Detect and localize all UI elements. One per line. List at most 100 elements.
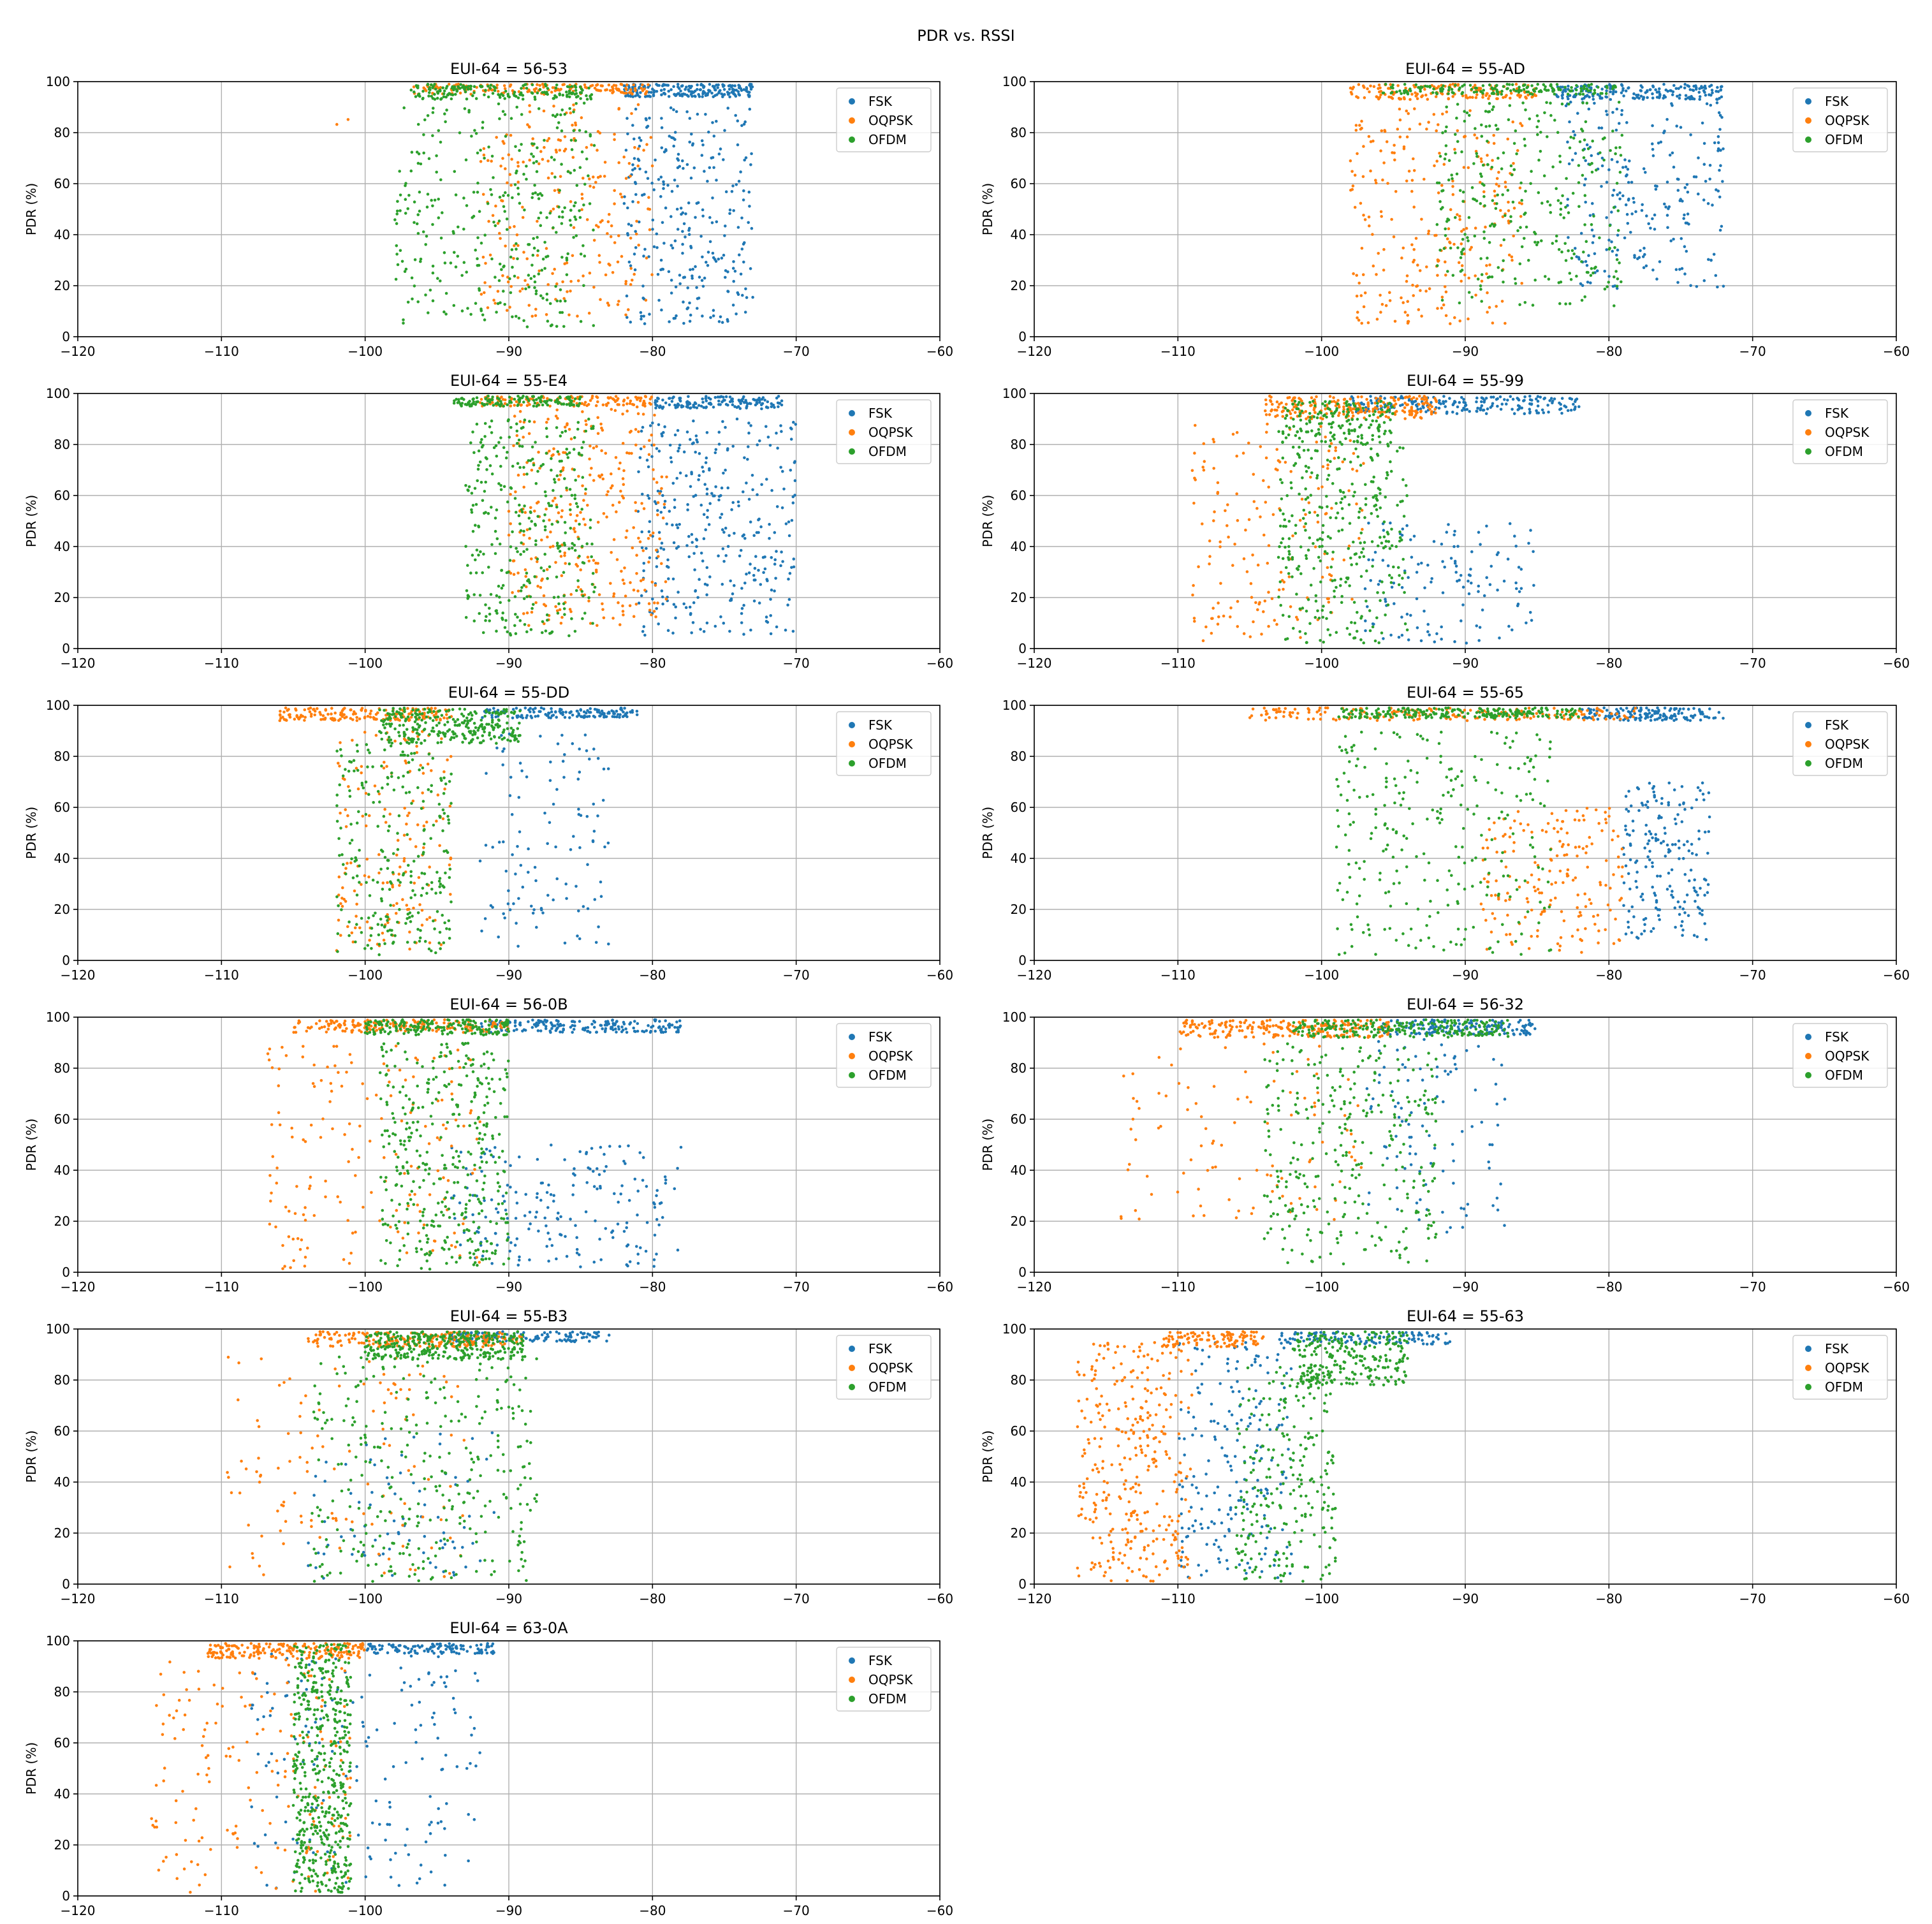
data-point [1480,135,1484,138]
data-point [483,490,487,493]
data-point [1477,590,1480,593]
data-point [699,503,703,507]
data-point [545,292,549,296]
data-point [406,300,410,304]
data-point [569,209,573,212]
data-point [625,91,628,95]
data-point [1440,89,1444,93]
data-point [584,429,588,433]
data-point [666,184,670,187]
data-point [1270,408,1273,411]
data-point [734,114,737,117]
x-tick-label: −110 [204,656,239,671]
data-point [490,431,494,434]
data-point [525,571,529,575]
y-tick-label: 40 [54,227,70,242]
data-point [684,88,687,91]
data-point [1488,263,1491,267]
data-point [587,174,590,178]
data-point [1618,170,1622,174]
data-point [1267,591,1270,594]
data-point [1315,395,1318,399]
data-point [666,84,670,87]
data-point [1222,614,1226,618]
data-point [691,541,694,544]
data-point [506,403,509,406]
data-point [1201,522,1204,525]
data-point [1530,170,1533,173]
data-point [410,151,414,154]
data-point [1351,467,1354,471]
data-point [674,616,677,620]
data-point [1480,160,1483,163]
data-point [431,271,435,275]
data-point [660,487,663,490]
data-point [439,279,442,283]
data-point [770,556,773,559]
data-point [632,526,635,529]
data-point [728,208,732,212]
data-point [534,289,538,293]
data-point [1708,163,1712,167]
data-point [1627,197,1630,201]
data-point [431,97,435,100]
data-point [507,510,511,513]
data-point [598,131,602,135]
data-point [402,321,405,325]
data-point [1438,248,1442,252]
data-point [1525,86,1528,89]
data-point [635,554,638,557]
data-point [487,95,490,99]
data-point [580,91,583,94]
data-point [657,298,661,302]
data-point [555,575,559,579]
data-point [1481,409,1485,412]
data-point [499,165,502,168]
data-point [637,159,641,162]
data-point [492,404,495,407]
data-point [1624,203,1628,207]
data-point [706,509,709,512]
data-point [1405,274,1409,277]
data-point [1520,282,1523,285]
data-point [1434,95,1438,98]
data-point [1516,404,1520,408]
data-point [1402,147,1406,151]
data-point [1262,533,1266,537]
data-point [765,478,768,481]
data-point [1358,404,1361,407]
data-point [1537,158,1540,162]
data-point [1309,476,1312,479]
data-point [737,399,741,402]
data-point [617,234,620,237]
data-point [1382,161,1386,165]
data-point [497,441,501,444]
data-point [498,542,502,546]
data-point [1574,398,1577,402]
data-point [541,620,545,624]
x-tick-label: −80 [639,344,666,359]
data-point [529,511,532,514]
data-point [1651,96,1655,99]
data-point [629,174,632,178]
data-point [1224,509,1227,513]
data-point [1305,417,1308,421]
data-point [426,114,430,117]
data-point [474,131,478,135]
data-point [689,485,692,488]
data-point [605,88,608,91]
data-point [525,257,529,261]
data-point [1590,82,1593,86]
data-point [509,486,513,489]
data-point [575,514,579,517]
data-point [557,511,560,515]
data-point [645,143,648,146]
data-point [465,589,469,592]
data-point [572,236,575,239]
data-point [731,304,735,307]
data-point [565,487,568,490]
data-point [1334,449,1337,452]
data-point [532,155,535,158]
data-point [775,625,779,629]
data-point [1516,604,1519,608]
